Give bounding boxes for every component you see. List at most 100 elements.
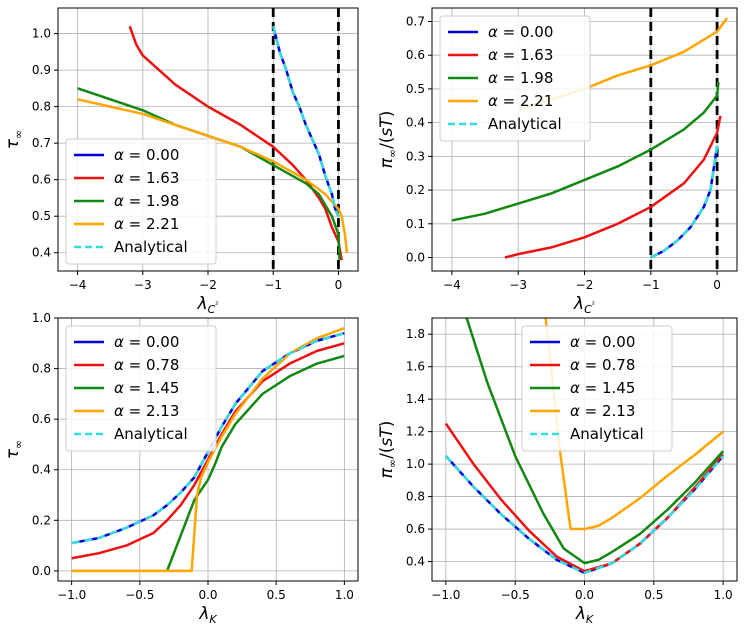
y-tick-label: 1.0 bbox=[32, 27, 51, 41]
x-tick-label: −0.5 bbox=[501, 588, 530, 602]
y-axis-label: π∞/(sT) bbox=[377, 421, 399, 479]
legend-box bbox=[65, 138, 217, 265]
x-tick-label: −2 bbox=[199, 278, 217, 292]
y-tick-label: 0.7 bbox=[32, 136, 51, 150]
legend-entry: α = 1.45 bbox=[114, 379, 179, 397]
y-tick-label: 0.0 bbox=[32, 564, 51, 578]
y-tick-label: 1.0 bbox=[406, 457, 425, 471]
legend-box bbox=[65, 325, 217, 452]
y-axis-label: τ∞ bbox=[3, 440, 25, 459]
legend: α = 0.00 α = 1.63 α = 1.98 α = 2.21 Analytic… bbox=[65, 138, 217, 265]
series-line-2 bbox=[451, 82, 720, 222]
legend-entry: α = 2.21 bbox=[114, 215, 179, 233]
y-tick-label: 1.8 bbox=[406, 327, 425, 341]
x-tick-label: 1.0 bbox=[714, 588, 733, 602]
x-tick-label: 0.5 bbox=[644, 588, 663, 602]
series-line-3 bbox=[77, 98, 349, 253]
y-tick-label: 0.2 bbox=[32, 513, 51, 527]
x-axis-label: λK bbox=[198, 604, 217, 626]
legend-entry: α = 0.00 bbox=[114, 146, 179, 164]
y-tick-label: 0.6 bbox=[32, 412, 51, 426]
legend-entry: α = 0.78 bbox=[570, 356, 635, 374]
x-tick-label: −3 bbox=[509, 278, 527, 292]
x-tick-label: −4 bbox=[443, 278, 461, 292]
series-line-4 bbox=[71, 331, 345, 545]
legend-entry: α = 1.63 bbox=[488, 46, 553, 64]
legend-entry: α = 2.21 bbox=[488, 92, 553, 110]
legend: α = 0.00 α = 1.63 α = 1.98 α = 2.21 Analytic… bbox=[439, 15, 591, 142]
series-line-4 bbox=[444, 455, 725, 575]
y-tick-label: 0.5 bbox=[32, 209, 51, 223]
series-line-1 bbox=[444, 422, 725, 573]
y-tick-label: 0.3 bbox=[406, 149, 425, 163]
chart-panel-3: −1.0 −0.5 0.0 0.5 1.0 0.0 0.2 0.4 0.6 0.8 1.0 λK τ∞ α… bbox=[3, 311, 359, 626]
y-tick-label: 1.4 bbox=[406, 392, 425, 406]
x-tick-label: 0 bbox=[335, 278, 343, 292]
y-tick-label: 0.4 bbox=[32, 246, 51, 260]
y-tick-label: 0.6 bbox=[32, 173, 51, 187]
x-tick-label: −3 bbox=[134, 278, 152, 292]
x-tick-label: −1.0 bbox=[431, 588, 460, 602]
x-axis-label: λC² bbox=[573, 294, 595, 316]
legend-entry: α = 1.45 bbox=[570, 379, 635, 397]
x-tick-label: −1 bbox=[264, 278, 282, 292]
x-tick-label: 0 bbox=[713, 278, 721, 292]
y-tick-label: 0.6 bbox=[406, 522, 425, 536]
x-tick-label: 0.5 bbox=[267, 588, 286, 602]
y-tick-label: 1.6 bbox=[406, 360, 425, 374]
legend-entry: α = 2.13 bbox=[570, 402, 635, 420]
legend-box bbox=[439, 15, 591, 142]
chart-panel-2: −4 −3 −2 −1 0 0.0 0.1 0.2 0.3 0.4 0.5 0.6 0.7 λC² π∞/(… bbox=[377, 7, 738, 316]
legend-entry: α = 0.00 bbox=[114, 333, 179, 351]
series-line-1 bbox=[71, 342, 345, 560]
series-line-3 bbox=[544, 318, 724, 531]
y-tick-label: 0.2 bbox=[406, 183, 425, 197]
y-tick-label: 1.0 bbox=[32, 311, 51, 325]
y-tick-label: 0.1 bbox=[406, 217, 425, 231]
x-tick-label: 1.0 bbox=[335, 588, 354, 602]
x-tick-label: −4 bbox=[69, 278, 87, 292]
x-tick-label: −0.5 bbox=[125, 588, 154, 602]
legend-entry: Analytical bbox=[488, 115, 562, 133]
series-line-2 bbox=[165, 354, 345, 572]
y-tick-label: 0.4 bbox=[406, 116, 425, 130]
x-tick-label: 0.0 bbox=[575, 588, 594, 602]
x-tick-label: −2 bbox=[576, 278, 594, 292]
y-axis-label: π∞/(sT) bbox=[377, 111, 399, 169]
chart-panel-1: −4 −3 −2 −1 0 0.4 0.5 0.6 0.7 0.8 0.9 1.0 λC² τ∞ α = 0… bbox=[3, 7, 359, 316]
y-tick-label: 0.4 bbox=[406, 555, 425, 569]
series-line-1 bbox=[504, 115, 722, 259]
y-tick-label: 0.0 bbox=[406, 251, 425, 265]
series-line-4 bbox=[650, 146, 719, 259]
legend-entry: α = 2.13 bbox=[114, 402, 179, 420]
legend-entry: Analytical bbox=[114, 425, 188, 443]
legend-entry: α = 0.00 bbox=[488, 23, 553, 41]
x-tick-label: −1.0 bbox=[57, 588, 86, 602]
series-line-1 bbox=[128, 25, 343, 261]
legend-entry: α = 0.78 bbox=[114, 356, 179, 374]
y-tick-label: 0.8 bbox=[32, 362, 51, 376]
series-line-4 bbox=[272, 25, 340, 217]
y-tick-label: 0.7 bbox=[406, 14, 425, 28]
x-tick-label: −1 bbox=[642, 278, 660, 292]
x-tick-label: 0.0 bbox=[198, 588, 217, 602]
y-tick-label: 0.9 bbox=[32, 63, 51, 77]
legend-box bbox=[521, 325, 673, 452]
legend-entry: Analytical bbox=[114, 238, 188, 256]
series-line-2 bbox=[465, 318, 725, 565]
legend: α = 0.00 α = 0.78 α = 1.45 α = 2.13 Analytic… bbox=[65, 325, 217, 452]
legend: α = 0.00 α = 0.78 α = 1.45 α = 2.13 Analytic… bbox=[521, 325, 673, 452]
y-tick-label: 0.6 bbox=[406, 48, 425, 62]
y-tick-label: 1.2 bbox=[406, 425, 425, 439]
y-tick-label: 0.8 bbox=[32, 100, 51, 114]
legend-entry: Analytical bbox=[570, 425, 644, 443]
legend-entry: α = 1.98 bbox=[114, 192, 179, 210]
y-tick-label: 0.5 bbox=[406, 82, 425, 96]
legend-entry: α = 1.98 bbox=[488, 69, 553, 87]
chart-panel-4: −1.0 −0.5 0.0 0.5 1.0 0.4 0.6 0.8 1.0 1.2 1.4 1.6 1.… bbox=[377, 317, 738, 626]
y-tick-label: 0.8 bbox=[406, 490, 425, 504]
legend-entry: α = 0.00 bbox=[570, 333, 635, 351]
y-axis-label: τ∞ bbox=[3, 130, 25, 149]
x-axis-label: λC² bbox=[197, 294, 219, 316]
